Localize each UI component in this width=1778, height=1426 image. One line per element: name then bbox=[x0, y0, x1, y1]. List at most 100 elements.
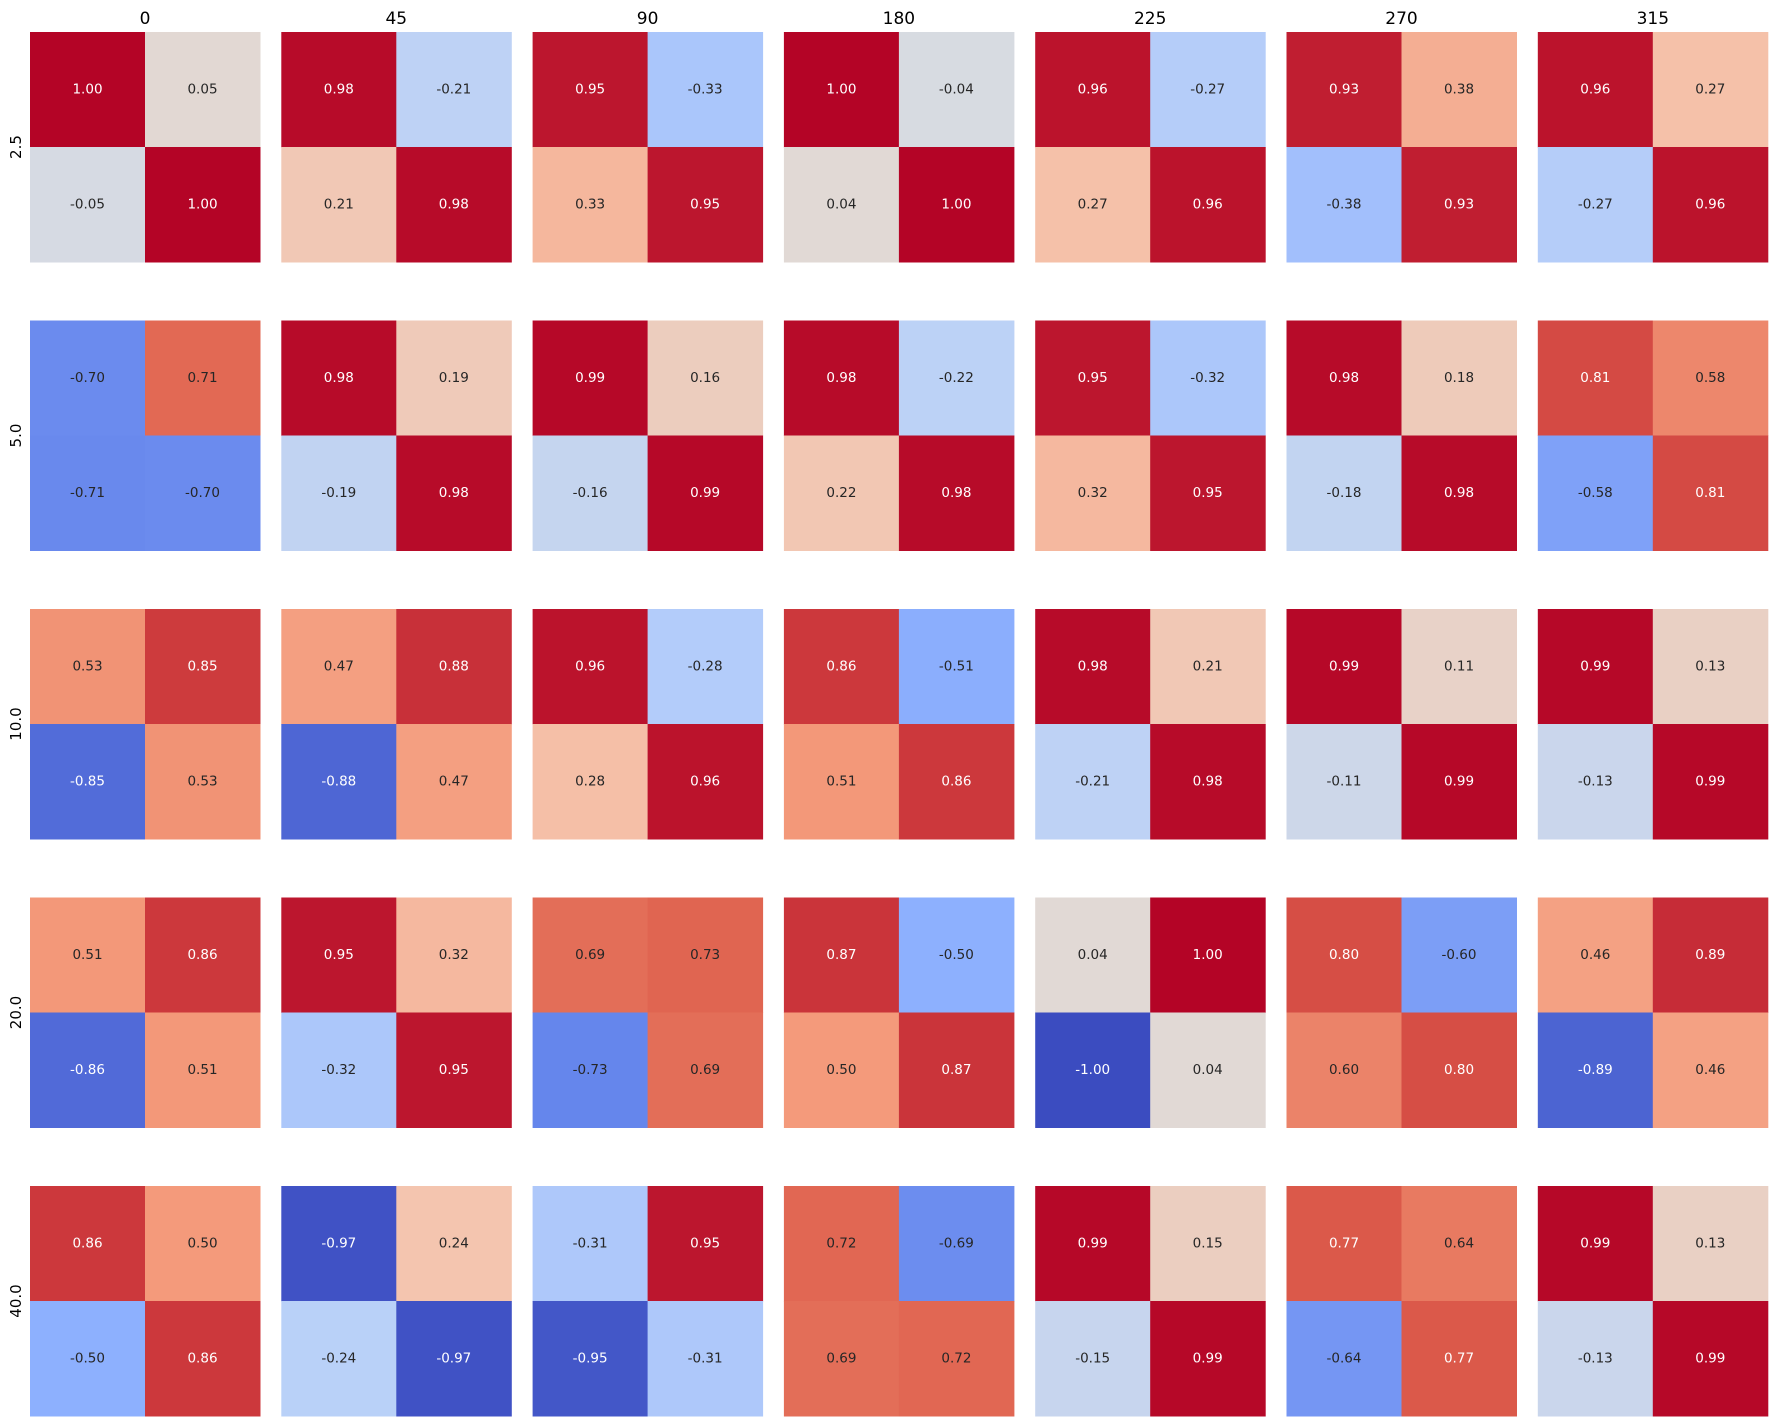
cell-value-label: -0.32 bbox=[321, 1062, 356, 1078]
row-label: 20.0 bbox=[7, 996, 25, 1029]
cell-value-label: -0.88 bbox=[321, 774, 356, 790]
cell-value-label: 0.15 bbox=[1193, 1236, 1223, 1252]
heatmap-cell bbox=[30, 897, 146, 1013]
cell-value-label: 0.98 bbox=[324, 82, 354, 98]
heatmap-cell bbox=[783, 724, 900, 840]
heatmap-cell bbox=[396, 147, 512, 263]
cell-value-label: -0.21 bbox=[436, 82, 471, 98]
heatmap-cell bbox=[532, 320, 649, 436]
heatmap-cell bbox=[647, 1301, 764, 1417]
cell-value-label: -0.16 bbox=[573, 485, 608, 501]
cell-value-label: 0.93 bbox=[1329, 82, 1359, 98]
cell-value-label: 0.50 bbox=[826, 1062, 856, 1078]
heatmap-cell bbox=[145, 147, 261, 263]
cell-value-label: 0.16 bbox=[690, 370, 720, 386]
heatmap-cell bbox=[1652, 724, 1769, 840]
heatmap-cell bbox=[1150, 32, 1266, 148]
heatmap-cell bbox=[1537, 320, 1654, 436]
heatmap-cell bbox=[1537, 435, 1654, 551]
heatmap-cell bbox=[898, 1186, 1015, 1302]
heatmap-cell bbox=[1150, 435, 1266, 551]
cell-value-label: -0.33 bbox=[688, 82, 723, 98]
heatmap-panel: 0.98 -0.22 0.22 0.98 bbox=[783, 320, 1015, 551]
heatmap-cell bbox=[1652, 1186, 1769, 1302]
cell-value-label: -0.73 bbox=[573, 1062, 608, 1078]
heatmap-cell bbox=[145, 435, 261, 551]
cell-value-label: -0.69 bbox=[939, 1236, 974, 1252]
heatmap-panel: 0.46 0.89 -0.89 0.46 bbox=[1537, 897, 1769, 1128]
cell-value-label: 0.04 bbox=[826, 197, 856, 213]
heatmap-panel: 0.96 -0.27 0.27 0.96 bbox=[1035, 32, 1266, 263]
heatmap-panel: -0.97 0.24 -0.24 -0.97 bbox=[281, 1186, 512, 1417]
heatmap-panel: 0.98 0.18 -0.18 0.98 bbox=[1286, 320, 1517, 551]
heatmap-cell bbox=[1401, 1301, 1517, 1417]
heatmap-panels: 1.00 0.05-0.05 1.000.98 -0.210.21 0.980.95 -0… bbox=[30, 32, 1769, 1417]
cell-value-label: -0.18 bbox=[1327, 485, 1362, 501]
heatmap-cell bbox=[898, 724, 1015, 840]
heatmap-cell bbox=[532, 32, 649, 148]
heatmap-cell bbox=[1035, 147, 1151, 263]
heatmap-cell bbox=[1150, 320, 1266, 436]
cell-value-label: 0.77 bbox=[1329, 1236, 1359, 1252]
heatmap-panel: 0.77 0.64 -0.64 0.77 bbox=[1286, 1186, 1517, 1417]
heatmap-cell bbox=[281, 897, 397, 1013]
heatmap-cell bbox=[1537, 897, 1654, 1013]
cell-value-label: 0.51 bbox=[187, 1062, 217, 1078]
heatmap-cell bbox=[783, 1301, 900, 1417]
heatmap-cell bbox=[1652, 897, 1769, 1013]
heatmap-panel: 1.00 0.05 -0.05 1.00 bbox=[30, 32, 261, 263]
heatmap-panel: 0.93 0.38 -0.38 0.93 bbox=[1286, 32, 1517, 263]
heatmap-cell bbox=[898, 147, 1015, 263]
cell-value-label: -0.70 bbox=[185, 485, 220, 501]
heatmap-cell bbox=[783, 609, 900, 725]
cell-value-label: 0.96 bbox=[690, 774, 720, 790]
cell-value-label: 0.98 bbox=[439, 197, 469, 213]
heatmap-cell bbox=[1537, 1301, 1654, 1417]
heatmap-cell bbox=[30, 147, 146, 263]
cell-value-label: -0.31 bbox=[573, 1236, 608, 1252]
heatmap-cell bbox=[145, 320, 261, 436]
heatmap-cell bbox=[783, 320, 900, 436]
cell-value-label: 0.96 bbox=[1695, 197, 1725, 213]
heatmap-cell bbox=[532, 1012, 649, 1128]
heatmap-cell bbox=[1035, 320, 1151, 436]
cell-value-label: 0.72 bbox=[826, 1236, 856, 1252]
cell-value-label: 0.58 bbox=[1695, 370, 1725, 386]
cell-value-label: 0.22 bbox=[826, 485, 856, 501]
cell-value-label: 0.86 bbox=[826, 659, 856, 675]
cell-value-label: 0.98 bbox=[324, 370, 354, 386]
heatmap-cell bbox=[281, 1012, 397, 1128]
column-label: 225 bbox=[1134, 9, 1166, 29]
heatmap-cell bbox=[145, 1186, 261, 1302]
cell-value-label: -0.85 bbox=[70, 774, 105, 790]
cell-value-label: 0.99 bbox=[690, 485, 720, 501]
heatmap-cell bbox=[532, 1301, 649, 1417]
heatmap-cell bbox=[281, 320, 397, 436]
heatmap-cell bbox=[1401, 1012, 1517, 1128]
heatmap-cell bbox=[396, 1012, 512, 1128]
cell-value-label: -0.71 bbox=[70, 485, 105, 501]
cell-value-label: 0.27 bbox=[1695, 82, 1725, 98]
cell-value-label: 1.00 bbox=[72, 82, 102, 98]
cell-value-label: 0.89 bbox=[1695, 947, 1725, 963]
heatmap-cell bbox=[898, 897, 1015, 1013]
column-label: 45 bbox=[385, 9, 407, 29]
cell-value-label: -0.13 bbox=[1578, 1351, 1613, 1367]
cell-value-label: 0.93 bbox=[1444, 197, 1474, 213]
heatmap-cell bbox=[647, 32, 764, 148]
cell-value-label: 1.00 bbox=[1193, 947, 1223, 963]
heatmap-cell bbox=[783, 435, 900, 551]
heatmap-cell bbox=[1401, 435, 1517, 551]
cell-value-label: -1.00 bbox=[1075, 1062, 1110, 1078]
cell-value-label: 0.86 bbox=[187, 1351, 217, 1367]
heatmap-cell bbox=[1286, 1012, 1402, 1128]
heatmap-panel: 1.00 -0.04 0.04 1.00 bbox=[783, 32, 1015, 263]
heatmap-panel: 0.80 -0.60 0.60 0.80 bbox=[1286, 897, 1517, 1128]
heatmap-cell bbox=[647, 147, 764, 263]
cell-value-label: 0.32 bbox=[1078, 485, 1108, 501]
heatmap-cell bbox=[532, 724, 649, 840]
heatmap-cell bbox=[145, 897, 261, 1013]
heatmap-cell bbox=[1035, 1301, 1151, 1417]
heatmap-panel: 0.96 0.27 -0.27 0.96 bbox=[1537, 32, 1769, 263]
cell-value-label: 0.95 bbox=[1193, 485, 1223, 501]
